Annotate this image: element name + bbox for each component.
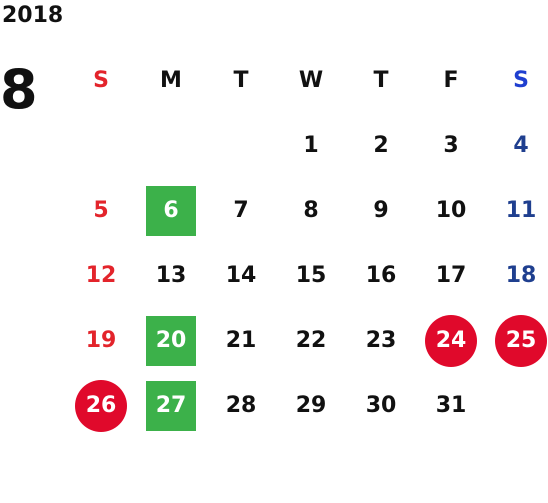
day-cell[interactable]: 22: [295, 328, 327, 353]
day-cell[interactable]: 7: [233, 198, 249, 223]
day-cell-red-circled[interactable]: 26: [66, 373, 136, 438]
day-cell[interactable]: 28: [225, 393, 257, 418]
day-cell[interactable]: 10: [435, 198, 467, 223]
day-cell[interactable]: 23: [365, 328, 397, 353]
calendar-year: 2018: [2, 3, 64, 28]
day-cell-empty: [206, 113, 276, 178]
weekday-header-tue: T: [233, 68, 249, 93]
day-cell-empty: [66, 113, 136, 178]
day-cell[interactable]: 14: [225, 263, 257, 288]
day-cell[interactable]: 29: [295, 393, 327, 418]
day-cell[interactable]: 18: [505, 263, 537, 288]
day-cell-green-marked[interactable]: 20: [136, 308, 206, 373]
day-cell[interactable]: 13: [155, 263, 187, 288]
day-cell[interactable]: 9: [373, 198, 389, 223]
weekday-header-fri: F: [443, 68, 459, 93]
day-cell[interactable]: 15: [295, 263, 327, 288]
week-row: 19 20 21 22 23 24 25: [66, 308, 548, 373]
day-cell[interactable]: 16: [365, 263, 397, 288]
calendar-grid: S M T W T F S 1 2 3 4 5 6 7 8 9 10 11: [66, 48, 548, 438]
day-cell[interactable]: 8: [303, 198, 319, 223]
day-cell[interactable]: 2: [373, 133, 389, 158]
week-row: 5 6 7 8 9 10 11: [66, 178, 548, 243]
day-cell[interactable]: 12: [85, 263, 117, 288]
day-cell[interactable]: 1: [303, 133, 319, 158]
day-cell-red-circled[interactable]: 25: [486, 308, 548, 373]
day-cell[interactable]: 5: [93, 198, 109, 223]
weekday-header-wed: W: [298, 68, 324, 93]
week-row: 26 27 28 29 30 31: [66, 373, 548, 438]
week-row: 1 2 3 4: [66, 113, 548, 178]
calendar-month: 8: [0, 58, 38, 121]
day-cell-empty: [486, 373, 548, 438]
day-cell-red-circled[interactable]: 24: [416, 308, 486, 373]
day-cell-empty: [136, 113, 206, 178]
weekday-header-row: S M T W T F S: [66, 48, 548, 113]
week-row: 12 13 14 15 16 17 18: [66, 243, 548, 308]
weekday-header-sun: S: [93, 68, 109, 93]
day-cell[interactable]: 19: [85, 328, 117, 353]
weekday-header-mon: M: [160, 68, 182, 93]
day-cell[interactable]: 21: [225, 328, 257, 353]
day-cell-green-marked[interactable]: 6: [136, 178, 206, 243]
weekday-header-thu: T: [373, 68, 389, 93]
day-cell[interactable]: 31: [435, 393, 467, 418]
day-cell[interactable]: 4: [513, 133, 529, 158]
day-cell[interactable]: 17: [435, 263, 467, 288]
day-cell-green-marked[interactable]: 27: [136, 373, 206, 438]
day-cell[interactable]: 3: [443, 133, 459, 158]
weekday-header-sat: S: [513, 68, 529, 93]
day-cell[interactable]: 30: [365, 393, 397, 418]
day-cell[interactable]: 11: [505, 198, 537, 223]
